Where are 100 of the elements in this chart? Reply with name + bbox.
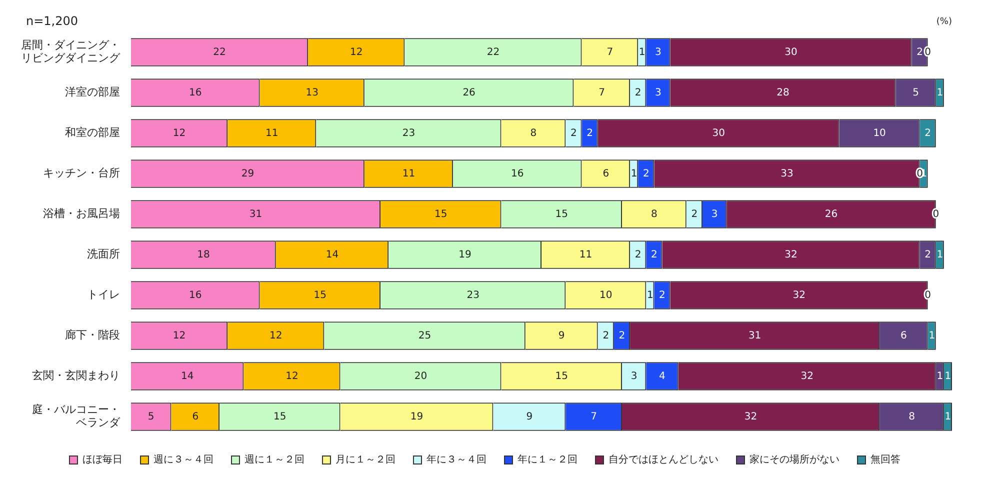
legend-label: 年に３～４回 bbox=[426, 454, 486, 466]
data-label: 23 bbox=[402, 128, 416, 139]
data-label: 2 bbox=[570, 128, 577, 139]
data-label: 16 bbox=[189, 290, 202, 301]
data-label: 6 bbox=[602, 168, 610, 180]
data-label: 7 bbox=[598, 87, 606, 98]
legend-label: 年に１～２回 bbox=[518, 454, 578, 466]
data-label: 9 bbox=[558, 330, 565, 342]
data-label: 32 bbox=[792, 290, 806, 301]
data-label: 7 bbox=[606, 46, 614, 58]
data-label: 8 bbox=[530, 128, 537, 139]
data-label: 26 bbox=[462, 87, 476, 98]
data-label: 28 bbox=[776, 87, 790, 98]
data-label: 3 bbox=[711, 208, 718, 220]
data-label: 2 bbox=[634, 87, 642, 98]
data-label: 15 bbox=[274, 411, 286, 422]
y-tick-label: キッチン・台所 bbox=[43, 166, 120, 180]
data-label: 2 bbox=[659, 290, 666, 301]
data-label: 2 bbox=[586, 128, 593, 139]
data-label: 19 bbox=[410, 411, 424, 422]
data-label: 20 bbox=[414, 370, 428, 382]
data-label: 1 bbox=[944, 411, 952, 422]
data-label: 1 bbox=[936, 87, 944, 98]
y-tick-label: 居間・ダイニング・リビングダイニング bbox=[21, 38, 121, 65]
data-label: 0 bbox=[924, 290, 932, 301]
data-label: 11 bbox=[402, 168, 416, 180]
data-label: 3 bbox=[655, 87, 662, 98]
y-tick-label: 浴槽・お風呂場 bbox=[43, 207, 120, 220]
legend-label: 自分ではほとんどしない bbox=[608, 454, 718, 466]
data-label: 1 bbox=[944, 370, 952, 382]
data-label: 32 bbox=[784, 249, 798, 260]
data-label: 13 bbox=[306, 87, 318, 98]
data-label: 5 bbox=[148, 411, 154, 422]
data-label: 2 bbox=[691, 208, 698, 220]
data-label: 2 bbox=[924, 249, 932, 260]
data-label: 2 bbox=[634, 249, 642, 260]
data-label: 2 bbox=[618, 330, 626, 342]
data-label: 0 bbox=[932, 208, 940, 220]
data-label: 11 bbox=[265, 128, 278, 139]
legend-label: 家にその場所がない bbox=[750, 454, 840, 466]
data-label: 19 bbox=[458, 249, 472, 260]
data-label: 30 bbox=[784, 46, 798, 58]
data-label: 33 bbox=[780, 168, 794, 180]
data-label: 9 bbox=[526, 411, 533, 422]
data-label: 14 bbox=[326, 249, 339, 260]
data-label: 3 bbox=[655, 46, 662, 58]
data-label: 5 bbox=[912, 87, 919, 98]
data-label: 1 bbox=[928, 330, 936, 342]
data-label: 16 bbox=[189, 87, 202, 98]
data-label: 4 bbox=[659, 370, 666, 382]
data-label: 1 bbox=[936, 370, 944, 382]
data-label: 2 bbox=[602, 330, 610, 342]
data-label: 2 bbox=[642, 168, 650, 180]
data-label: 6 bbox=[900, 330, 907, 342]
data-label: 18 bbox=[197, 249, 210, 260]
data-label: 2 bbox=[651, 249, 658, 260]
y-tick-label: 廊下・階段 bbox=[65, 328, 120, 342]
data-label: 1 bbox=[646, 290, 654, 301]
data-label: 29 bbox=[241, 168, 254, 180]
data-label: 32 bbox=[744, 411, 758, 422]
data-label: 11 bbox=[579, 249, 592, 260]
data-label: 30 bbox=[712, 128, 725, 139]
y-tick-label: 洋室の部屋 bbox=[65, 86, 120, 99]
data-label: 32 bbox=[800, 370, 814, 382]
data-label: 8 bbox=[651, 208, 658, 220]
data-label: 1 bbox=[638, 46, 646, 58]
data-label: 12 bbox=[350, 46, 363, 58]
data-label: 6 bbox=[192, 411, 199, 422]
data-label: 14 bbox=[180, 370, 194, 382]
data-label: 12 bbox=[172, 128, 186, 139]
data-label: 2 bbox=[916, 46, 923, 58]
data-label: 7 bbox=[590, 411, 598, 422]
data-label: 0 bbox=[924, 46, 932, 58]
legend-label: 無回答 bbox=[870, 454, 900, 466]
data-label: 15 bbox=[434, 208, 448, 220]
data-label: 15 bbox=[555, 208, 568, 220]
y-tick-label: 玄関・玄関まわり bbox=[32, 369, 120, 382]
legend-label: ほぼ毎日 bbox=[82, 454, 122, 466]
data-label: 10 bbox=[873, 128, 886, 139]
data-label: 15 bbox=[555, 370, 568, 382]
data-label: 0 bbox=[916, 168, 923, 180]
data-label: 1 bbox=[936, 249, 944, 260]
data-label: 16 bbox=[510, 168, 524, 180]
data-label: 25 bbox=[418, 330, 432, 342]
legend-label: 月に１～２回 bbox=[336, 454, 396, 466]
data-label: 22 bbox=[486, 46, 500, 58]
data-label: 31 bbox=[249, 208, 262, 220]
data-label: 1 bbox=[630, 168, 638, 180]
data-label: 15 bbox=[314, 290, 327, 301]
y-tick-label: 洗面所 bbox=[87, 248, 120, 261]
y-tick-label: 和室の部屋 bbox=[65, 126, 120, 140]
y-tick-label: トイレ bbox=[87, 288, 120, 302]
data-label: 12 bbox=[172, 330, 186, 342]
data-label: 22 bbox=[213, 46, 226, 58]
legend-label: 週に１～２回 bbox=[244, 454, 304, 466]
data-label: 3 bbox=[630, 370, 638, 382]
data-label: 2 bbox=[924, 128, 932, 139]
data-label: 26 bbox=[824, 208, 838, 220]
data-label: 10 bbox=[600, 290, 612, 301]
data-label: 31 bbox=[748, 330, 762, 342]
